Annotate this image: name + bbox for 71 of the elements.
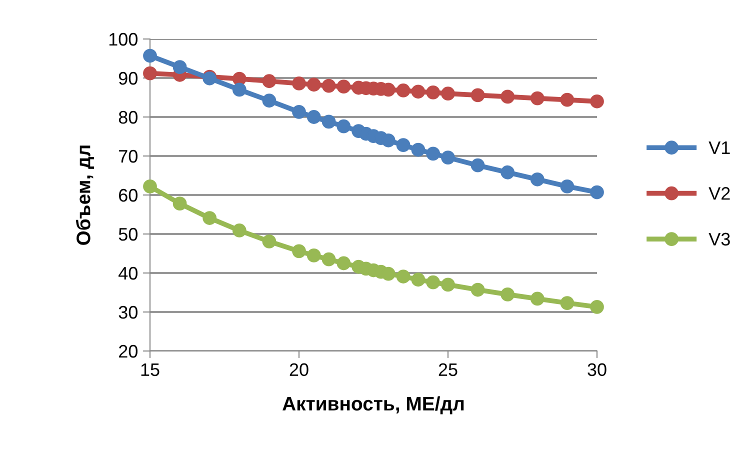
x-axis-title: Активность, МЕ/дл [282, 396, 464, 414]
y-tick-label: 80 [118, 110, 138, 124]
point [500, 90, 515, 104]
point [381, 133, 396, 148]
legend-label: V3 [708, 232, 730, 246]
point [322, 78, 336, 93]
point [292, 104, 306, 119]
legend-label: V2 [708, 187, 730, 200]
point [172, 60, 187, 74]
x-tick-label: 25 [438, 363, 458, 376]
point [232, 82, 246, 97]
point [426, 146, 440, 161]
y-tick-label: 100 [109, 32, 138, 46]
point [411, 272, 426, 287]
point [396, 270, 410, 284]
y-tick-label: 40 [118, 266, 138, 280]
point [590, 300, 604, 314]
y-axis-title: Объем, дл [76, 146, 94, 245]
point [470, 158, 485, 172]
point [441, 150, 455, 165]
y-tick-label: 90 [118, 72, 138, 85]
point [232, 72, 246, 86]
point [590, 185, 604, 200]
point [500, 288, 515, 302]
point [560, 179, 574, 194]
point [336, 119, 351, 134]
point [202, 211, 217, 225]
x-tick-label: 15 [141, 363, 160, 376]
y-tick-label: 50 [118, 228, 138, 241]
point [441, 278, 455, 292]
y-tick-label: 30 [118, 306, 138, 319]
point [426, 275, 440, 290]
point [143, 66, 157, 80]
point [441, 86, 455, 101]
point [322, 252, 336, 266]
point [411, 84, 426, 99]
y-tick-label: 20 [119, 344, 138, 358]
y-tick-label: 70 [119, 150, 138, 163]
point [381, 266, 396, 281]
legend-label: V1 [708, 142, 730, 154]
point [172, 196, 187, 211]
point [292, 76, 306, 90]
point [143, 48, 157, 63]
point [411, 142, 426, 157]
point [232, 224, 246, 238]
x-tick-label: 30 [588, 363, 606, 376]
point [143, 179, 157, 194]
point [560, 296, 574, 310]
point [306, 78, 321, 92]
point [336, 80, 351, 94]
point [336, 256, 351, 270]
point [396, 138, 410, 152]
point [306, 248, 321, 262]
point [306, 110, 321, 124]
point [590, 94, 604, 108]
point [530, 172, 544, 186]
point [426, 85, 440, 100]
point [470, 282, 485, 297]
point [262, 234, 276, 248]
point [292, 244, 306, 258]
point [560, 92, 574, 107]
y-tick-label: 60 [119, 188, 138, 202]
point [530, 91, 544, 106]
point [500, 165, 515, 180]
x-tick-label: 20 [290, 363, 308, 376]
point [262, 94, 276, 108]
point [470, 88, 485, 102]
point [396, 84, 410, 98]
point [530, 292, 544, 306]
point [262, 74, 276, 88]
point [322, 114, 336, 129]
